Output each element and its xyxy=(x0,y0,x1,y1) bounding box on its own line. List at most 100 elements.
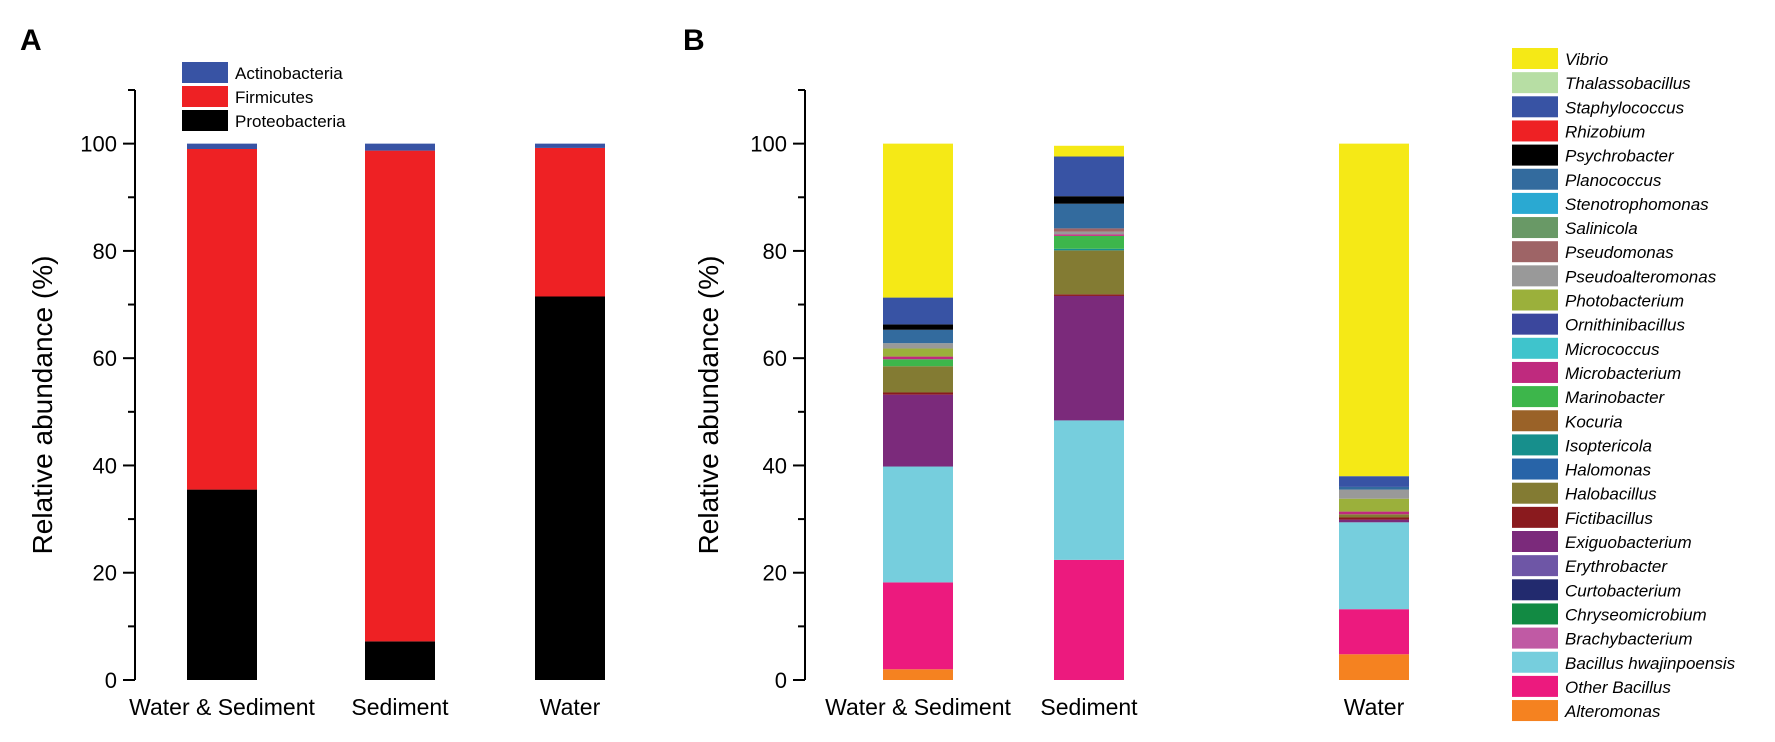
legend-swatch xyxy=(1512,603,1558,625)
bar-segment-staphylococcus xyxy=(1339,476,1409,487)
legend-item-microbacterium: Microbacterium xyxy=(1512,361,1681,383)
bar-segment-staphylococcus xyxy=(883,297,953,325)
legend-swatch xyxy=(1512,434,1558,456)
legend-swatch xyxy=(1512,48,1558,69)
bar-segment-proteobacteria xyxy=(365,641,435,680)
bar-segment-other-bacillus xyxy=(883,582,953,670)
bar-segment-microbacterium xyxy=(883,356,953,360)
x-category-label: Water xyxy=(1344,694,1405,720)
legend-swatch xyxy=(1512,120,1558,142)
y-tick-label: 80 xyxy=(763,239,787,264)
legend-label: Micrococcus xyxy=(1565,340,1660,359)
chart-panel-a: 0 20 40 60 80 100 Relative abundance (%) Water … xyxy=(27,62,605,720)
legend-label: Thalassobacillus xyxy=(1565,74,1691,93)
x-category-label: Sediment xyxy=(1040,694,1138,720)
legend-swatch xyxy=(1512,700,1558,722)
y-axis-title: Relative abundance (%) xyxy=(693,256,724,555)
bar-segment-pseudomonas xyxy=(1054,228,1124,232)
legend-swatch xyxy=(1512,361,1558,383)
bar-segment-pseudoalteromonas xyxy=(883,343,953,349)
legend-item-ornithinibacillus: Ornithinibacillus xyxy=(1512,313,1685,335)
bar-segment-vibrio xyxy=(1339,143,1409,477)
legend-item-other-bacillus: Other Bacillus xyxy=(1512,675,1671,697)
legend-item-rhizobium: Rhizobium xyxy=(1512,120,1645,142)
legend-item-salinicola: Salinicola xyxy=(1512,217,1638,239)
legend-item-chryseomicrobium: Chryseomicrobium xyxy=(1512,603,1707,625)
bar-segment-photobacterium xyxy=(883,348,953,357)
legend-label: Vibrio xyxy=(1565,50,1608,69)
legend-label: Pseudoalteromonas xyxy=(1565,267,1717,286)
legend-swatch xyxy=(1512,168,1558,190)
legend-label: Planococcus xyxy=(1565,171,1662,190)
bar-segment-bacillus-hwajinpoensis xyxy=(883,466,953,583)
bar-segment-psychrobacter xyxy=(1054,196,1124,204)
legend-label: Ornithinibacillus xyxy=(1565,316,1685,335)
legend-label: Halomonas xyxy=(1565,461,1651,480)
legend-swatch xyxy=(182,86,228,107)
legend-item-firmicutes: Firmicutes xyxy=(182,86,313,107)
y-tick-label: 0 xyxy=(775,668,787,693)
bar-stack-water-sediment xyxy=(187,143,257,680)
panel-label-b: B xyxy=(683,24,705,57)
legend-label: Photobacterium xyxy=(1565,292,1684,311)
legend-item-halobacillus: Halobacillus xyxy=(1512,482,1657,504)
bar-segment-halobacillus xyxy=(883,366,953,393)
bar-segment-microbacterium xyxy=(1054,234,1124,236)
y-tick-label: 20 xyxy=(763,561,787,586)
legend-label: Proteobacteria xyxy=(235,112,346,131)
legend-label: Rhizobium xyxy=(1565,122,1645,141)
legend-label: Erythrobacter xyxy=(1565,557,1668,576)
bar-segment-other-bacillus xyxy=(1054,559,1124,680)
legend-label: Marinobacter xyxy=(1565,388,1666,407)
y-tick-label: 20 xyxy=(93,561,117,586)
bar-segment-actinobacteria xyxy=(535,143,605,148)
legend-swatch xyxy=(1512,579,1558,601)
legend-swatch xyxy=(1512,458,1558,480)
legend-swatch xyxy=(182,62,228,83)
legend-swatch xyxy=(1512,627,1558,649)
y-tick-label: 100 xyxy=(750,132,787,157)
legend-swatch xyxy=(1512,531,1558,552)
bar-segment-planococcus xyxy=(1054,203,1124,229)
legend-label: Isoptericola xyxy=(1565,436,1652,455)
bar-segment-planococcus xyxy=(883,329,953,344)
legend-label: Halobacillus xyxy=(1565,485,1657,504)
bar-stack-water-sediment xyxy=(883,143,953,680)
legend-item-pseudomonas: Pseudomonas xyxy=(1512,241,1674,263)
bar-segment-actinobacteria xyxy=(187,143,257,149)
bar-segment-firmicutes xyxy=(535,147,605,297)
legend-label: Kocuria xyxy=(1565,412,1623,431)
legend-label: Actinobacteria xyxy=(235,64,343,83)
bar-segment-pseudoalteromonas xyxy=(1339,489,1409,499)
legend-swatch xyxy=(1512,337,1558,359)
legend-label: Fictibacillus xyxy=(1565,509,1653,528)
y-tick-label: 100 xyxy=(80,132,117,157)
y-tick-label: 60 xyxy=(93,346,117,371)
x-category-label: Water & Sediment xyxy=(825,694,1011,720)
legend-item-alteromonas: Alteromonas xyxy=(1512,700,1661,722)
legend-swatch xyxy=(1512,313,1558,335)
y-tick-label: 80 xyxy=(93,239,117,264)
bar-segment-alteromonas xyxy=(883,669,953,680)
x-category-label: Water & Sediment xyxy=(129,694,315,720)
legend-swatch xyxy=(1512,675,1558,697)
legend-item-pseudoalteromonas: Pseudoalteromonas xyxy=(1512,265,1717,287)
bar-segment-planococcus xyxy=(1339,486,1409,490)
bar-segment-actinobacteria xyxy=(365,143,435,151)
bar-stack-sediment xyxy=(1054,145,1124,680)
chart-panel-b: 0 20 40 60 80 100 Relative abundance (%) Water … xyxy=(693,48,1736,722)
legend-swatch xyxy=(1512,555,1558,577)
y-axis-title: Relative abundance (%) xyxy=(27,256,58,555)
legend-item-stenotrophomonas: Stenotrophomonas xyxy=(1512,192,1709,214)
legend-label: Firmicutes xyxy=(235,88,313,107)
y-tick-label: 40 xyxy=(93,453,117,478)
legend-swatch xyxy=(1512,386,1558,408)
x-category-label: Sediment xyxy=(351,694,449,720)
bar-segment-firmicutes xyxy=(187,149,257,490)
legend-label: Other Bacillus xyxy=(1565,678,1671,697)
legend-swatch xyxy=(1512,410,1558,432)
bar-segment-halobacillus xyxy=(1054,250,1124,295)
legend-item-brachybacterium: Brachybacterium xyxy=(1512,627,1693,649)
legend-item-photobacterium: Photobacterium xyxy=(1512,289,1684,311)
bar-segment-proteobacteria xyxy=(187,489,257,680)
